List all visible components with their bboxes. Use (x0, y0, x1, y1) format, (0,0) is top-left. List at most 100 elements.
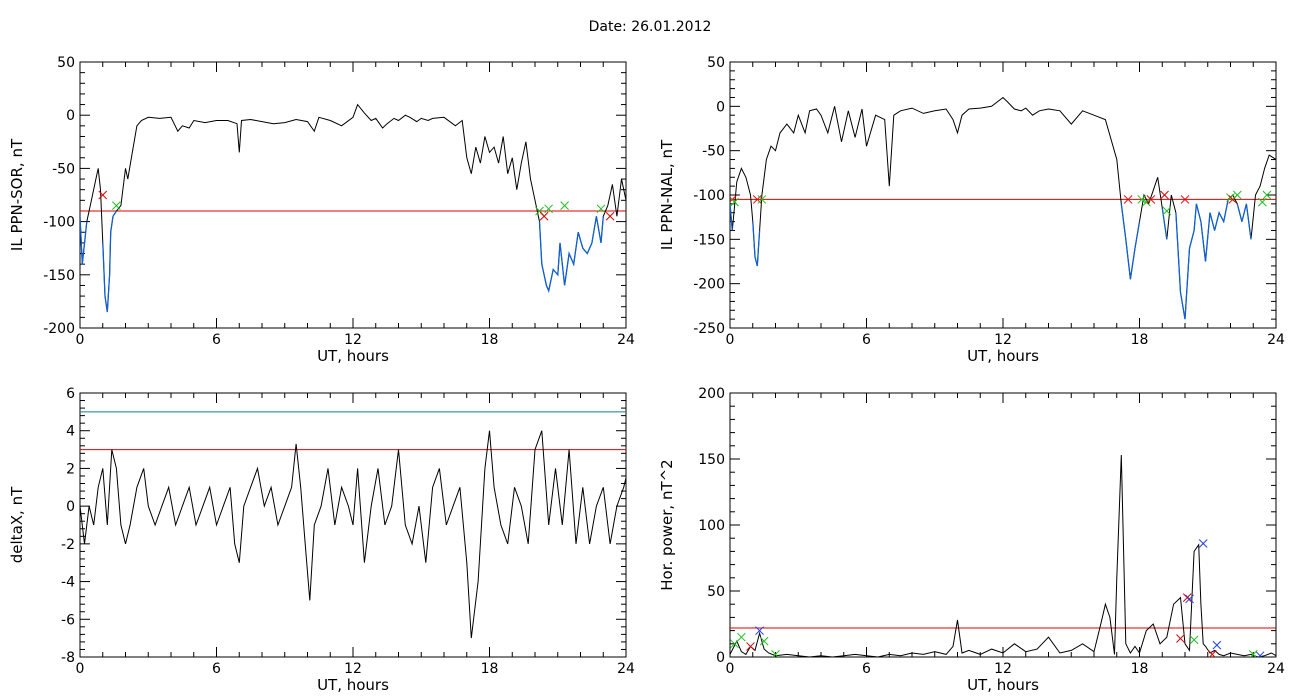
plot-frame (729, 392, 1277, 658)
x-tick-label: 6 (212, 661, 221, 677)
x-marker (1180, 195, 1190, 204)
y-tick-label: -150 (43, 268, 75, 284)
y-tick-label: -100 (43, 215, 75, 231)
x-tick-label: 0 (76, 332, 85, 348)
chart-nal: 0 6 12 18 24 -250 -200 -150 -100 -50 0 50 UT, hours I… (658, 55, 1285, 365)
series-below-threshold (1175, 199, 1229, 320)
x-axis-label: UT, hours (317, 676, 389, 694)
x-marker (1182, 593, 1192, 602)
plot-area (80, 411, 626, 639)
x-marker (1160, 190, 1169, 200)
x-marker-stroke (752, 195, 762, 204)
x-tick-label: 12 (344, 332, 362, 348)
x-tick-label: 24 (617, 332, 635, 348)
x-marker (757, 195, 767, 204)
series-below-threshold (752, 221, 761, 267)
y-tick-label: 200 (698, 386, 725, 402)
y-tick-label: -4 (61, 575, 75, 591)
x-tick-label: 6 (862, 661, 871, 677)
x-tick-label: 0 (76, 661, 85, 677)
x-marker-stroke (1182, 593, 1192, 602)
x-marker (98, 190, 108, 200)
x-tick-label: 18 (1131, 332, 1149, 348)
series-below-threshold (730, 203, 733, 231)
x-tick-label: 18 (481, 661, 499, 677)
y-axis-label: deltaX, nT (8, 486, 26, 563)
x-tick-label: 6 (212, 332, 221, 348)
x-marker (730, 639, 739, 649)
series-line (80, 430, 626, 639)
x-marker (1232, 190, 1242, 200)
x-marker-stroke (772, 650, 780, 657)
series-below-threshold (80, 216, 88, 265)
x-marker (1141, 197, 1151, 207)
x-axis-label: UT, hours (967, 676, 1039, 694)
x-marker (1248, 650, 1258, 657)
x-marker-stroke (1141, 197, 1151, 207)
y-tick-label: -200 (43, 321, 75, 337)
x-marker (1198, 539, 1208, 548)
x-marker (759, 636, 769, 646)
x-marker (1123, 195, 1133, 204)
y-tick-label: -100 (693, 188, 725, 204)
y-tick-label: 150 (698, 452, 725, 468)
x-marker (1162, 206, 1172, 216)
x-marker-stroke (1146, 195, 1156, 204)
plot-frame (79, 61, 627, 329)
x-marker-stroke (1257, 197, 1267, 207)
x-marker (605, 211, 615, 221)
x-tick-label: 0 (726, 332, 735, 348)
x-marker-stroke (737, 632, 746, 642)
x-marker-stroke (1185, 594, 1194, 604)
x-marker (539, 211, 549, 221)
x-marker (1257, 197, 1267, 207)
y-tick-label: -50 (52, 161, 75, 177)
x-marker-stroke (1198, 539, 1208, 548)
chart-power: 0 6 12 18 24 0 50 100 150 200 UT, hours Hor. power,… (658, 386, 1285, 694)
x-marker (544, 204, 554, 214)
y-tick-label: 50 (707, 55, 725, 71)
x-marker-stroke (98, 190, 108, 200)
x-axis-label: UT, hours (967, 347, 1039, 365)
y-axis-label: IL PPN-NAL, nT (658, 139, 676, 250)
y-tick-label: 0 (716, 650, 725, 666)
x-marker-stroke (1208, 650, 1217, 657)
x-marker (1262, 190, 1272, 200)
y-tick-label: 4 (66, 424, 75, 440)
x-marker-stroke (1180, 195, 1190, 204)
y-axis-label: IL PPN-SOR, nT (8, 138, 26, 251)
y-tick-label: -2 (61, 537, 75, 553)
x-marker (596, 204, 606, 214)
series-below-threshold (538, 216, 604, 293)
y-tick-label: 6 (66, 386, 75, 402)
x-marker-stroke (759, 636, 769, 646)
x-marker-stroke (755, 626, 764, 635)
x-tick-label: 18 (1131, 661, 1149, 677)
x-marker-stroke (1123, 195, 1133, 204)
y-tick-label: 0 (66, 499, 75, 515)
x-tick-label: 24 (1267, 661, 1285, 677)
x-marker-stroke (1258, 651, 1265, 657)
y-axis-label: Hor. power, nT^2 (658, 459, 676, 590)
x-marker-stroke (605, 211, 615, 221)
y-tick-label: 2 (66, 461, 75, 477)
x-marker (1255, 651, 1265, 657)
x-marker-stroke (730, 639, 739, 649)
x-marker (752, 195, 762, 204)
x-marker-stroke (596, 204, 606, 214)
y-tick-label: 0 (66, 108, 75, 124)
x-tick-label: 24 (617, 661, 635, 677)
series-line (730, 454, 1276, 657)
x-marker (1189, 635, 1199, 645)
x-marker-stroke (544, 204, 554, 214)
page-title: Date: 26.01.2012 (588, 19, 712, 35)
x-marker (746, 642, 755, 651)
y-tick-label: -200 (693, 277, 725, 293)
x-marker-stroke (1137, 195, 1147, 204)
x-marker (755, 626, 764, 635)
x-tick-label: 18 (481, 332, 499, 348)
x-marker-stroke (1176, 634, 1185, 643)
x-tick-label: 12 (994, 661, 1012, 677)
plot-frame (729, 61, 1277, 329)
x-marker (737, 632, 746, 642)
